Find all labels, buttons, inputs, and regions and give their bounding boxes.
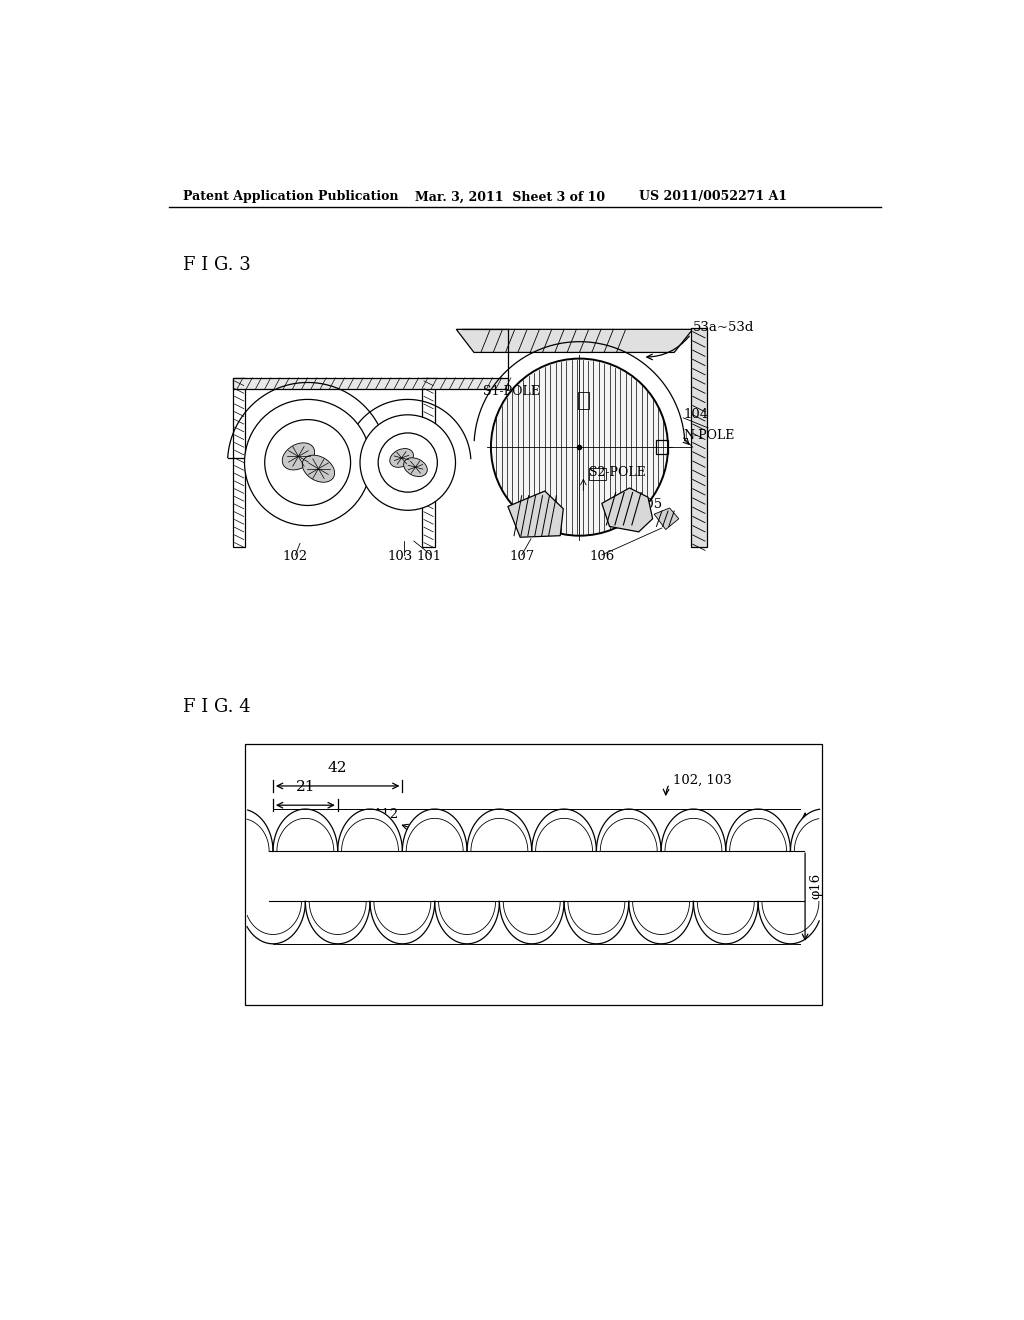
Ellipse shape [302, 455, 335, 482]
Text: S2-POLE: S2-POLE [590, 466, 646, 479]
Ellipse shape [390, 449, 414, 467]
Polygon shape [602, 488, 652, 532]
Text: 101: 101 [417, 550, 442, 564]
Text: F I G. 4: F I G. 4 [183, 698, 251, 715]
Bar [233, 378, 508, 389]
Text: Patent Application Publication: Patent Application Publication [183, 190, 398, 203]
Text: 104: 104 [683, 408, 709, 421]
Text: 102, 103: 102, 103 [674, 774, 732, 787]
Text: 111: 111 [410, 822, 435, 834]
Text: Mar. 3, 2011  Sheet 3 of 10: Mar. 3, 2011 Sheet 3 of 10 [416, 190, 605, 203]
Circle shape [245, 400, 371, 525]
Text: 105: 105 [637, 499, 663, 511]
Bar [245, 743, 822, 1006]
Text: 112: 112 [374, 808, 399, 821]
Text: F I G. 3: F I G. 3 [183, 256, 251, 273]
Text: φ16: φ16 [809, 873, 822, 899]
Text: 21: 21 [296, 780, 315, 795]
Text: 53a~53d: 53a~53d [692, 321, 754, 334]
Text: 107: 107 [509, 550, 535, 564]
Circle shape [490, 359, 668, 536]
Polygon shape [508, 491, 563, 537]
Text: 102: 102 [283, 550, 308, 564]
Text: S1-POLE: S1-POLE [483, 385, 540, 399]
Bar [233, 378, 246, 548]
Ellipse shape [403, 458, 427, 477]
Text: US 2011/0052271 A1: US 2011/0052271 A1 [639, 190, 786, 203]
Circle shape [360, 414, 456, 511]
Polygon shape [457, 330, 692, 352]
Text: 103: 103 [387, 550, 413, 564]
Bar [578, 392, 589, 409]
Ellipse shape [283, 442, 314, 470]
Text: 106: 106 [589, 550, 614, 564]
Bar [655, 441, 668, 454]
Bar [589, 469, 605, 480]
Bar [691, 327, 707, 548]
Polygon shape [654, 508, 679, 529]
Text: N-POLE: N-POLE [683, 429, 735, 442]
Bar [422, 378, 435, 548]
Text: 42: 42 [328, 762, 347, 775]
